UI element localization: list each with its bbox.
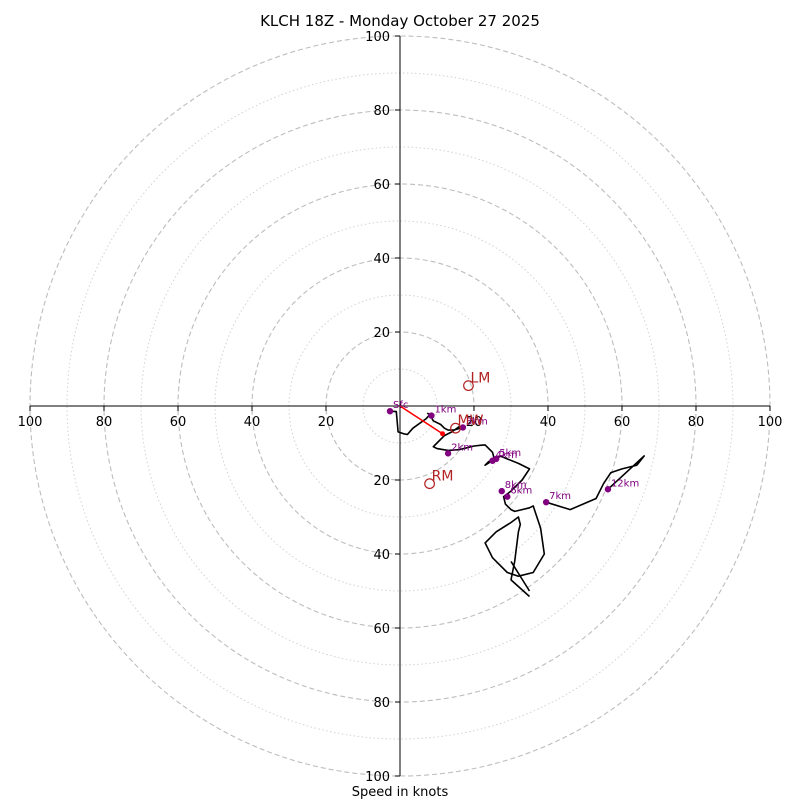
storm-motion-markers: LM MW RM	[424, 371, 490, 490]
y-tick-label: 40	[373, 252, 390, 267]
y-tick-label: 100	[365, 770, 390, 785]
height-label-Sfc: Sfc	[393, 400, 408, 411]
shear-vector	[399, 405, 443, 435]
height-marker-7km	[542, 499, 550, 506]
y-tick-label: 20	[373, 474, 390, 489]
shear-vector-head	[440, 431, 446, 437]
x-tick-label: 80	[96, 415, 113, 430]
storm-motion-lm	[463, 380, 474, 392]
height-label-4km: 4km	[496, 450, 518, 461]
height-label-7km: 7km	[549, 491, 571, 502]
storm-motion-mw	[450, 422, 461, 434]
x-tick-label: 100	[18, 415, 43, 430]
height-label-3km: 3km	[466, 416, 488, 427]
height-label-5km: 5km	[499, 448, 521, 459]
storm-motion-rm	[424, 478, 436, 490]
tick-labels: 100 80 60 40 20 20 40 60 80 100 100 80 60 40 20 20 40 60 8…	[18, 30, 783, 785]
x-tick-label: 40	[244, 415, 261, 430]
y-tick-label: 80	[373, 696, 390, 711]
y-tick-label: 20	[373, 326, 390, 341]
x-tick-label: 40	[540, 415, 557, 430]
hodograph-series	[389, 405, 646, 598]
y-tick-label: 60	[373, 178, 390, 193]
storm-motion-label-mw: MW	[458, 413, 484, 429]
height-label-2km: 2km	[451, 442, 473, 453]
hodograph-trace	[389, 410, 546, 598]
storm-motion-label-lm: LM	[470, 371, 490, 387]
storm-motion-label-rm: RM	[432, 469, 454, 485]
y-tick-label: 60	[373, 622, 390, 637]
height-marker-Sfc	[386, 407, 394, 415]
height-marker-6km	[504, 493, 511, 500]
x-axis-label: Speed in knots	[352, 785, 449, 800]
height-label-1km: 1km	[434, 405, 456, 416]
x-tick-label: 80	[688, 415, 705, 430]
x-tick-label: 60	[170, 415, 187, 430]
x-tick-label: 60	[614, 415, 631, 430]
height-marker-8km	[498, 487, 505, 495]
y-tick-label: 80	[373, 104, 390, 119]
height-marker-3km	[459, 424, 467, 431]
x-tick-label: 20	[318, 415, 335, 430]
y-tick-label: 40	[373, 548, 390, 563]
hodograph-upper-trace	[545, 455, 646, 511]
height-marker-5km	[493, 455, 500, 463]
chart-title: KLCH 18Z - Monday October 27 2025	[260, 12, 540, 30]
hodograph-tail	[510, 560, 531, 592]
height-marker-1km	[428, 412, 435, 419]
height-label-8km: 8km	[505, 480, 527, 491]
x-tick-label: 100	[758, 415, 783, 430]
height-label-6km: 6km	[510, 486, 532, 497]
x-tick-label: 20	[466, 415, 483, 430]
height-marker-12km	[604, 486, 612, 493]
height-marker-2km	[444, 450, 452, 457]
y-tick-label: 100	[365, 30, 390, 45]
height-label-12km: 12km	[611, 478, 639, 489]
